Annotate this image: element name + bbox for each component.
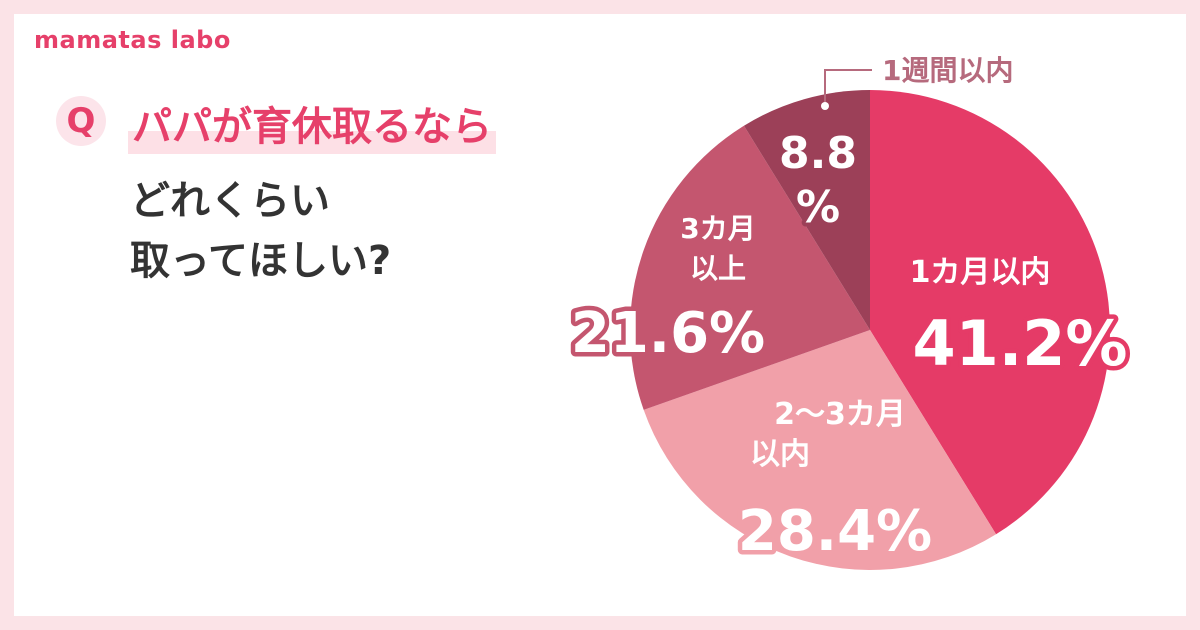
leader-line bbox=[824, 69, 872, 104]
slice-2-label-line-2: 以内 bbox=[750, 437, 810, 472]
slice-4-label: 1週間以内 bbox=[882, 54, 1013, 87]
pie-slice-1 bbox=[870, 90, 1111, 535]
brand-logo: mamatas labo bbox=[34, 26, 231, 54]
pie-slice-2 bbox=[643, 330, 997, 570]
slice-3-label-line-2: 以上 bbox=[690, 252, 746, 285]
question-title-line3: 取ってほしい? bbox=[130, 238, 392, 284]
slice-3-value: 21.6% bbox=[571, 301, 765, 366]
slice-3-label-line-1: 3カ月 bbox=[680, 212, 755, 245]
slice-1-value: 41.2% bbox=[912, 307, 1127, 380]
slice-4-value-line-2: % bbox=[796, 182, 840, 233]
slice-1-label-line-1: 1カ月以内 bbox=[910, 255, 1051, 290]
question-title-line1: パパが育休取るなら bbox=[128, 94, 496, 154]
leader-dot bbox=[821, 102, 829, 110]
slice-2-label-line-1: 2〜3カ月 bbox=[774, 397, 906, 432]
question-badge: Q bbox=[56, 96, 106, 146]
question-title-line2: どれくらい bbox=[130, 178, 330, 224]
slice-2-value: 28.4% bbox=[738, 499, 932, 564]
slice-4-value-line-1: 8.8 bbox=[779, 128, 857, 179]
pie-slice-4 bbox=[743, 90, 870, 330]
pie-slice-3 bbox=[629, 125, 870, 410]
